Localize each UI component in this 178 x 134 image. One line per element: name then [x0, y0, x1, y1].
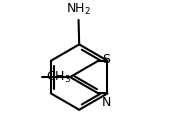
- Text: CH$_3$: CH$_3$: [46, 70, 71, 85]
- Text: S: S: [102, 53, 110, 66]
- Text: N: N: [102, 96, 111, 109]
- Text: NH$_2$: NH$_2$: [66, 2, 91, 17]
